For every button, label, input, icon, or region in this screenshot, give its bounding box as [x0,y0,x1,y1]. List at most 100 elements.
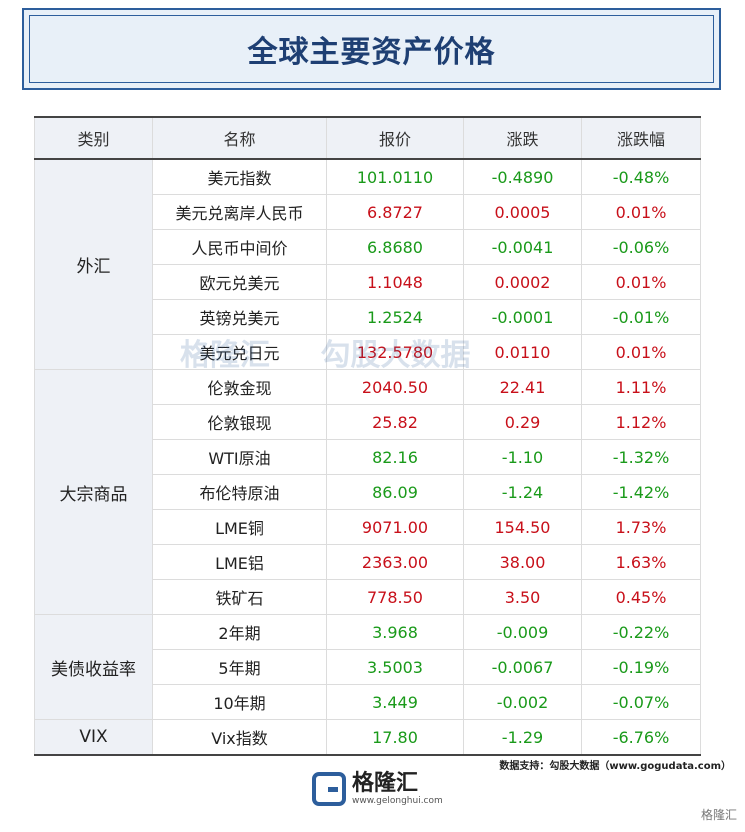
name-cell: 人民币中间价 [152,229,327,265]
price-cell: 2040.50 [326,369,464,405]
corner-watermark: 格隆汇 [700,808,737,822]
name-cell: 美元指数 [152,158,327,195]
change-cell: 0.0002 [463,264,582,300]
title-inner-frame: 全球主要资产价格 [29,15,714,83]
asset-price-table: 类别 名称 报价 涨跌 涨跌幅 外汇 美元指数 101.0110 -0.4890 -0.… [34,116,701,756]
table-row: 10年期 3.449 -0.002 -0.07% [35,684,701,720]
price-cell: 17.80 [326,719,464,756]
pct-cell: -0.19% [581,649,701,685]
pct-cell: 1.11% [581,369,701,405]
name-cell: 5年期 [152,649,327,685]
pct-cell: 1.63% [581,544,701,580]
category-cell: 大宗商品 [34,369,153,615]
name-cell: 伦敦金现 [152,369,327,405]
pct-cell: 0.01% [581,264,701,300]
name-cell: 铁矿石 [152,579,327,615]
name-cell: 10年期 [152,684,327,720]
table-row: 人民币中间价 6.8680 -0.0041 -0.06% [35,229,701,265]
change-cell: 3.50 [463,579,582,615]
pct-cell: -1.32% [581,439,701,475]
pct-cell: -1.42% [581,474,701,510]
price-cell: 3.449 [326,684,464,720]
change-cell: 22.41 [463,369,582,405]
name-cell: Vix指数 [152,719,327,756]
change-cell: -0.0041 [463,229,582,265]
table-row: 英镑兑美元 1.2524 -0.0001 -0.01% [35,299,701,335]
table-row: 大宗商品 伦敦金现 2040.50 22.41 1.11% [34,369,701,615]
price-cell: 86.09 [326,474,464,510]
header-price: 报价 [326,116,464,160]
table-row: VIX Vix指数 17.80 -1.29 -6.76% [34,719,701,756]
table-row: 铁矿石 778.50 3.50 0.45% [35,579,701,615]
price-cell: 1.2524 [326,299,464,335]
change-cell: -1.24 [463,474,582,510]
table-row: 外汇 美元指数 101.0110 -0.4890 -0.48% [34,158,701,370]
header-change: 涨跌 [463,116,582,160]
name-cell: 美元兑日元 [152,334,327,370]
category-cell: 外汇 [34,158,153,370]
header-category: 类别 [34,116,153,160]
table-body: 外汇 美元指数 101.0110 -0.4890 -0.48% 美元兑离岸人民币 6.872… [34,158,701,756]
pct-cell: -0.22% [581,614,701,650]
name-cell: LME铝 [152,544,327,580]
pct-cell: 0.01% [581,334,701,370]
change-cell: 38.00 [463,544,582,580]
name-cell: 欧元兑美元 [152,264,327,300]
logo-url: www.gelonghui.com [352,796,443,806]
logo-icon [312,772,346,806]
name-cell: WTI原油 [152,439,327,475]
pct-cell: -0.07% [581,684,701,720]
table-row: WTI原油 82.16 -1.10 -1.32% [35,439,701,475]
name-cell: LME铜 [152,509,327,545]
price-cell: 6.8727 [326,194,464,230]
change-cell: -0.002 [463,684,582,720]
category-cell: VIX [34,719,153,756]
price-cell: 3.968 [326,614,464,650]
footer-logo: 格隆汇 www.gelonghui.com [312,772,443,806]
price-cell: 778.50 [326,579,464,615]
pct-cell: 1.12% [581,404,701,440]
pct-cell: 0.01% [581,194,701,230]
table-row: 5年期 3.5003 -0.0067 -0.19% [35,649,701,685]
change-cell: 154.50 [463,509,582,545]
logo-name: 格隆汇 [352,771,419,796]
change-cell: -0.4890 [463,158,582,195]
price-cell: 82.16 [326,439,464,475]
data-source-note: 数据支持：勾股大数据（www.gogudata.com） [499,761,731,772]
table-row: 伦敦银现 25.82 0.29 1.12% [35,404,701,440]
pct-cell: -6.76% [581,719,701,756]
price-cell: 9071.00 [326,509,464,545]
pct-cell: -0.01% [581,299,701,335]
table-header-row: 类别 名称 报价 涨跌 涨跌幅 [34,116,701,160]
name-cell: 美元兑离岸人民币 [152,194,327,230]
price-cell: 25.82 [326,404,464,440]
table-row: 布伦特原油 86.09 -1.24 -1.42% [35,474,701,510]
pct-cell: 0.45% [581,579,701,615]
change-cell: -0.0001 [463,299,582,335]
table-row: 美元兑离岸人民币 6.8727 0.0005 0.01% [35,194,701,230]
name-cell: 伦敦银现 [152,404,327,440]
table-row: 美元兑日元 132.5780 0.0110 0.01% [35,334,701,370]
change-cell: -1.10 [463,439,582,475]
price-cell: 101.0110 [326,158,464,195]
price-cell: 1.1048 [326,264,464,300]
change-cell: -0.0067 [463,649,582,685]
change-cell: 0.0110 [463,334,582,370]
change-cell: -0.009 [463,614,582,650]
pct-cell: -0.06% [581,229,701,265]
price-cell: 3.5003 [326,649,464,685]
name-cell: 英镑兑美元 [152,299,327,335]
table-row: 欧元兑美元 1.1048 0.0002 0.01% [35,264,701,300]
title-banner: 全球主要资产价格 [22,8,721,90]
table-row: 美债收益率 2年期 3.968 -0.009 -0.22% [34,614,701,720]
name-cell: 布伦特原油 [152,474,327,510]
name-cell: 2年期 [152,614,327,650]
header-name: 名称 [152,116,327,160]
header-pct: 涨跌幅 [581,116,701,160]
change-cell: 0.0005 [463,194,582,230]
price-cell: 6.8680 [326,229,464,265]
pct-cell: 1.73% [581,509,701,545]
price-cell: 2363.00 [326,544,464,580]
page-title: 全球主要资产价格 [247,35,496,70]
price-cell: 132.5780 [326,334,464,370]
